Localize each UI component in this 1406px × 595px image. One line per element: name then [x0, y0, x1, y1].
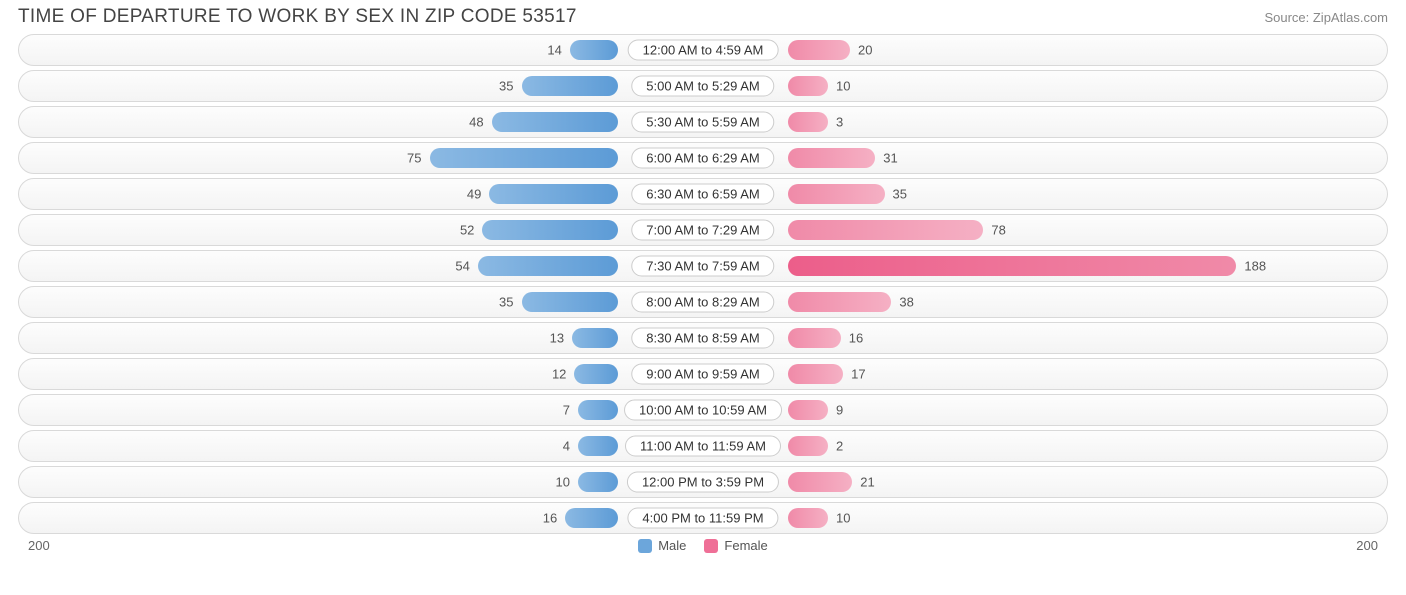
- male-value: 48: [469, 115, 483, 130]
- male-value: 16: [543, 511, 557, 526]
- female-value: 20: [858, 43, 872, 58]
- female-value: 10: [836, 79, 850, 94]
- female-bar: [788, 76, 828, 96]
- male-value: 35: [499, 79, 513, 94]
- row-category-label: 8:00 AM to 8:29 AM: [631, 292, 774, 313]
- row-category-label: 4:00 PM to 11:59 PM: [627, 508, 778, 529]
- male-value: 14: [547, 43, 561, 58]
- male-bar: [482, 220, 618, 240]
- chart-source: Source: ZipAtlas.com: [1264, 10, 1388, 25]
- female-bar: [788, 472, 852, 492]
- legend-swatch: [704, 539, 718, 553]
- female-value: 2: [836, 439, 843, 454]
- row-category-label: 9:00 AM to 9:59 AM: [631, 364, 774, 385]
- chart-row: 8:00 AM to 8:29 AM 35 38: [18, 286, 1388, 318]
- female-value: 10: [836, 511, 850, 526]
- male-bar: [489, 184, 618, 204]
- chart-row: 7:00 AM to 7:29 AM 52 78: [18, 214, 1388, 246]
- chart-row: 6:30 AM to 6:59 AM 49 35: [18, 178, 1388, 210]
- chart-row: 11:00 AM to 11:59 AM 4 2: [18, 430, 1388, 462]
- chart-row: 12:00 PM to 3:59 PM 10 21: [18, 466, 1388, 498]
- legend-item: Male: [638, 538, 686, 553]
- male-value: 49: [467, 187, 481, 202]
- chart-row: 9:00 AM to 9:59 AM 12 17: [18, 358, 1388, 390]
- row-category-label: 7:00 AM to 7:29 AM: [631, 220, 774, 241]
- legend-label: Male: [658, 538, 686, 553]
- male-bar: [578, 472, 618, 492]
- female-bar: [788, 328, 841, 348]
- female-value: 35: [893, 187, 907, 202]
- female-bar: [788, 364, 843, 384]
- chart-header: TIME OF DEPARTURE TO WORK BY SEX IN ZIP …: [0, 0, 1406, 32]
- chart-title: TIME OF DEPARTURE TO WORK BY SEX IN ZIP …: [18, 6, 577, 28]
- legend-label: Female: [724, 538, 767, 553]
- chart-row: 12:00 AM to 4:59 AM 14 20: [18, 34, 1388, 66]
- female-value: 21: [860, 475, 874, 490]
- chart-row: 5:00 AM to 5:29 AM 35 10: [18, 70, 1388, 102]
- legend-item: Female: [704, 538, 767, 553]
- row-category-label: 6:30 AM to 6:59 AM: [631, 184, 774, 205]
- male-value: 4: [563, 439, 570, 454]
- female-bar: [788, 436, 828, 456]
- chart-row: 10:00 AM to 10:59 AM 7 9: [18, 394, 1388, 426]
- male-bar: [578, 436, 618, 456]
- male-value: 12: [552, 367, 566, 382]
- male-value: 13: [550, 331, 564, 346]
- male-bar: [522, 292, 619, 312]
- legend-swatch: [638, 539, 652, 553]
- chart-row: 8:30 AM to 8:59 AM 13 16: [18, 322, 1388, 354]
- axis-label-left: 200: [28, 538, 50, 553]
- male-bar: [578, 400, 618, 420]
- female-value: 38: [899, 295, 913, 310]
- female-value: 16: [849, 331, 863, 346]
- female-value: 188: [1244, 259, 1266, 274]
- male-bar: [570, 40, 618, 60]
- legend: Male Female: [638, 538, 768, 553]
- row-category-label: 11:00 AM to 11:59 AM: [625, 436, 781, 457]
- male-bar: [430, 148, 619, 168]
- male-value: 7: [563, 403, 570, 418]
- male-bar: [492, 112, 618, 132]
- female-value: 3: [836, 115, 843, 130]
- row-category-label: 12:00 PM to 3:59 PM: [627, 472, 779, 493]
- male-value: 52: [460, 223, 474, 238]
- chart-row: 7:30 AM to 7:59 AM 54 188: [18, 250, 1388, 282]
- row-category-label: 10:00 AM to 10:59 AM: [624, 400, 782, 421]
- row-category-label: 5:30 AM to 5:59 AM: [631, 112, 774, 133]
- axis-label-right: 200: [1356, 538, 1378, 553]
- female-value: 17: [851, 367, 865, 382]
- female-bar: [788, 220, 983, 240]
- chart-area: 12:00 AM to 4:59 AM 14 20 5:00 AM to 5:29 A…: [0, 32, 1406, 534]
- female-bar: [788, 400, 828, 420]
- female-bar: [788, 40, 850, 60]
- male-bar: [478, 256, 618, 276]
- male-bar: [522, 76, 619, 96]
- female-bar: [788, 292, 891, 312]
- male-bar: [572, 328, 618, 348]
- female-value: 78: [991, 223, 1005, 238]
- male-value: 75: [407, 151, 421, 166]
- chart-row: 6:00 AM to 6:29 AM 75 31: [18, 142, 1388, 174]
- row-category-label: 5:00 AM to 5:29 AM: [631, 76, 774, 97]
- row-category-label: 6:00 AM to 6:29 AM: [631, 148, 774, 169]
- male-value: 54: [455, 259, 469, 274]
- chart-footer: 200 Male Female 200: [0, 538, 1406, 553]
- male-value: 35: [499, 295, 513, 310]
- row-category-label: 12:00 AM to 4:59 AM: [628, 40, 779, 61]
- female-bar: [788, 112, 828, 132]
- female-bar: [788, 256, 1236, 276]
- row-category-label: 7:30 AM to 7:59 AM: [631, 256, 774, 277]
- female-bar: [788, 508, 828, 528]
- female-value: 9: [836, 403, 843, 418]
- female-value: 31: [883, 151, 897, 166]
- chart-row: 5:30 AM to 5:59 AM 48 3: [18, 106, 1388, 138]
- chart-row: 4:00 PM to 11:59 PM 16 10: [18, 502, 1388, 534]
- female-bar: [788, 148, 875, 168]
- male-bar: [574, 364, 618, 384]
- female-bar: [788, 184, 885, 204]
- row-category-label: 8:30 AM to 8:59 AM: [631, 328, 774, 349]
- male-bar: [565, 508, 618, 528]
- male-value: 10: [556, 475, 570, 490]
